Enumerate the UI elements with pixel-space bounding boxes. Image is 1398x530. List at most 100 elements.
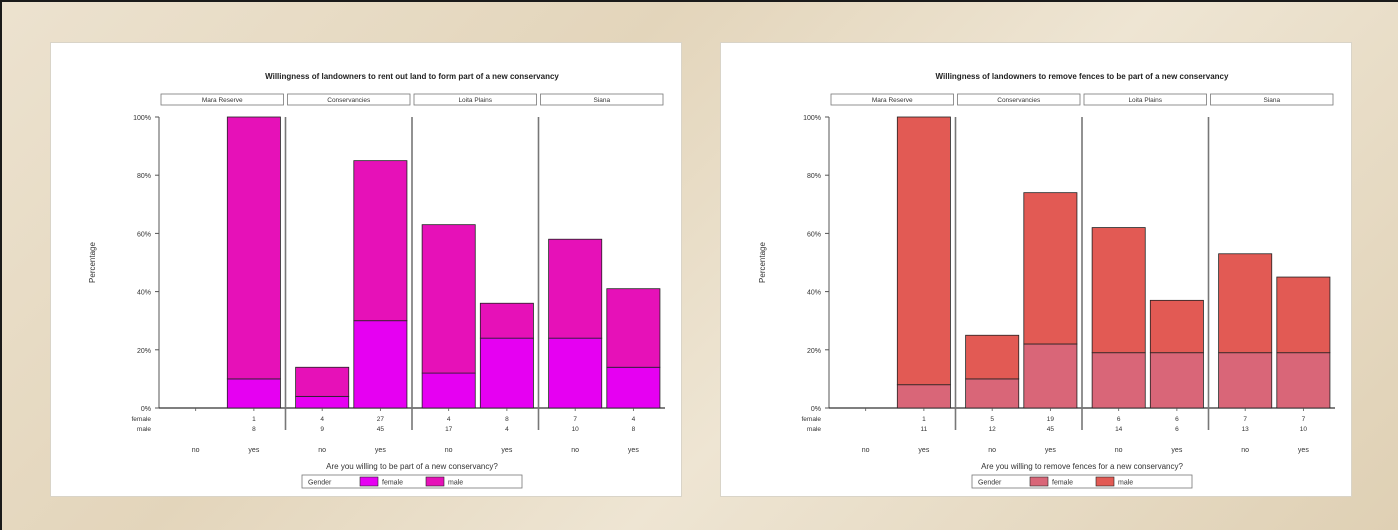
- count-female: 4: [320, 416, 324, 423]
- count-female: 4: [447, 416, 451, 423]
- bar-male: [606, 288, 661, 368]
- bar-male: [421, 224, 476, 374]
- legend-swatch-male: [1095, 476, 1115, 487]
- bar-male: [896, 116, 951, 386]
- chart-rent-land: Willingness of landowners to rent out la…: [88, 72, 665, 489]
- count-female: 7: [1243, 416, 1247, 423]
- x-axis-label: Are you willing to remove fences for a n…: [981, 462, 1183, 471]
- bar-male: [965, 334, 1020, 380]
- count-female: 7: [1302, 416, 1306, 423]
- count-male: 45: [377, 426, 385, 433]
- y-tick-label: 80%: [137, 173, 151, 180]
- x-category-label: yes: [375, 447, 386, 454]
- legend-box: [301, 474, 523, 489]
- group-header-siana: [1210, 93, 1334, 106]
- legend-swatch-male: [425, 476, 445, 487]
- count-male: 45: [1047, 426, 1055, 433]
- count-male: 17: [445, 426, 453, 433]
- y-tick-label: 40%: [137, 290, 151, 297]
- group-header-label: Mara Reserve: [202, 97, 243, 104]
- count-male: 10: [1300, 426, 1308, 433]
- group-header-label: Loita Plains: [458, 97, 492, 104]
- group-header-mara-reserve: [830, 93, 954, 106]
- bar-male: [1091, 227, 1146, 354]
- bar-male: [1276, 276, 1331, 354]
- legend-label-male: male: [1118, 480, 1133, 487]
- count-row-label: male: [137, 426, 151, 433]
- bar-female: [295, 395, 350, 409]
- legend-swatch-female: [1029, 476, 1049, 487]
- bar-male: [548, 238, 603, 339]
- legend: Gender female male: [971, 474, 1193, 489]
- x-category-label: yes: [918, 447, 929, 454]
- x-category-label: no: [1241, 447, 1249, 454]
- count-male: 11: [921, 426, 928, 433]
- legend-title: Gender: [978, 480, 1002, 487]
- group-header-loita-plains: [1083, 93, 1207, 106]
- group-header-siana: [540, 93, 664, 106]
- x-category-label: yes: [1298, 447, 1309, 454]
- y-axis-label: Percentage: [88, 241, 97, 282]
- count-female: 6: [1175, 416, 1179, 423]
- count-female: 27: [377, 416, 385, 423]
- count-male: 14: [1115, 426, 1123, 433]
- y-tick-label: 60%: [137, 231, 151, 238]
- count-female: 19: [1047, 416, 1055, 423]
- count-female: 1: [922, 416, 926, 423]
- y-tick-label: 40%: [807, 290, 821, 297]
- y-tick-label: 60%: [807, 231, 821, 238]
- x-category-label: yes: [501, 447, 512, 454]
- count-female: 1: [252, 416, 256, 423]
- legend-box: [971, 474, 1193, 489]
- bar-female: [1218, 352, 1273, 409]
- chart-panel-rent-land: Willingness of landowners to rent out la…: [50, 42, 682, 497]
- x-category-label: no: [445, 447, 453, 454]
- bar-male: [353, 160, 408, 322]
- bar-female: [421, 372, 476, 409]
- bar-male: [1023, 192, 1078, 345]
- chart-panel-remove-fences: Willingness of landowners to remove fenc…: [720, 42, 1352, 497]
- group-header-conservancies: [287, 93, 411, 106]
- count-male: 12: [989, 426, 997, 433]
- bar-female: [896, 384, 951, 409]
- bar-male: [479, 302, 534, 339]
- legend-label-male: male: [448, 480, 463, 487]
- count-male: 10: [572, 426, 580, 433]
- group-header-label: Siana: [1263, 97, 1280, 104]
- bar-female: [1091, 352, 1146, 409]
- y-axis-label: Percentage: [758, 241, 767, 282]
- count-male: 9: [320, 426, 324, 433]
- count-female: 8: [505, 416, 509, 423]
- count-row-label: female: [131, 416, 151, 423]
- bar-male: [1149, 299, 1204, 354]
- x-category-label: no: [318, 447, 326, 454]
- bar-female: [1276, 352, 1331, 409]
- bar-female: [226, 378, 281, 409]
- count-male: 8: [252, 426, 256, 433]
- x-category-label: no: [192, 447, 200, 454]
- chart-title: Willingness of landowners to remove fenc…: [936, 72, 1229, 81]
- x-category-label: no: [988, 447, 996, 454]
- chart-title: Willingness of landowners to rent out la…: [265, 72, 559, 81]
- y-tick-label: 80%: [807, 173, 821, 180]
- x-category-label: no: [1115, 447, 1123, 454]
- count-male: 13: [1242, 426, 1250, 433]
- bar-female: [1023, 343, 1078, 409]
- group-header-label: Conservancies: [997, 97, 1041, 104]
- x-category-label: yes: [628, 447, 639, 454]
- count-row-label: female: [801, 416, 821, 423]
- y-tick-label: 100%: [803, 115, 821, 122]
- bar-female: [606, 366, 661, 409]
- y-tick-label: 20%: [807, 348, 821, 355]
- x-category-label: yes: [248, 447, 259, 454]
- legend-title: Gender: [308, 480, 332, 487]
- x-axis-label: Are you willing to be part of a new cons…: [326, 462, 498, 471]
- group-header-mara-reserve: [160, 93, 284, 106]
- group-header-label: Conservancies: [327, 97, 371, 104]
- group-header-conservancies: [957, 93, 1081, 106]
- legend-swatch-female: [359, 476, 379, 487]
- bar-female: [1149, 352, 1204, 409]
- count-male: 4: [505, 426, 509, 433]
- bar-female: [479, 337, 534, 409]
